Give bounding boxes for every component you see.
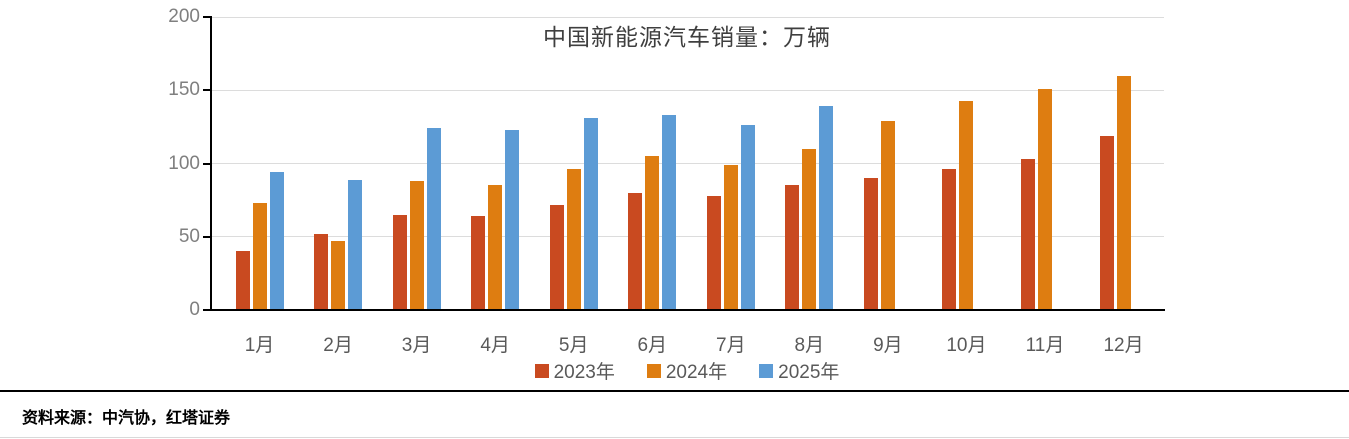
x-axis-label-2月: 2月 (323, 335, 353, 356)
x-axis-label-3月: 3月 (401, 335, 432, 356)
y-axis-label: 200 (168, 6, 200, 27)
chart-title: 中国新能源汽车销量：万辆 (543, 25, 831, 50)
gridline-200 (212, 16, 1164, 18)
bar-2023年-7月 (706, 195, 721, 310)
legend-label: 2024年 (665, 362, 728, 383)
bar-2025年-7月 (740, 125, 755, 310)
bar-2023年-4月 (471, 216, 486, 310)
y-axis-tick-50 (203, 235, 210, 238)
bottom-border (0, 437, 1349, 438)
y-axis-line (210, 16, 212, 311)
y-axis-label: 150 (168, 79, 200, 101)
bar-2024年-11月 (1038, 88, 1052, 310)
bar-2023年-12月 (1099, 135, 1114, 310)
bar-2023年-6月 (628, 192, 643, 310)
y-axis-tick-150 (203, 89, 210, 92)
legend-swatch-2025年 (759, 363, 774, 378)
x-axis-label-8月: 8月 (794, 335, 825, 356)
gridline-150 (212, 89, 1164, 91)
y-axis-tick-200 (203, 16, 210, 18)
bar-2025年-3月 (426, 128, 441, 310)
y-axis-label: 100 (168, 152, 200, 174)
legend-label: 2023年 (553, 362, 615, 383)
bar-2025年-8月 (819, 106, 834, 310)
bar-2025年-4月 (505, 129, 520, 310)
legend-swatch-2024年 (646, 363, 661, 378)
x-axis-label-4月: 4月 (480, 335, 510, 356)
x-axis-line (210, 309, 1165, 311)
bar-2023年-2月 (314, 233, 329, 310)
legend-item-2024年: 2024年 (646, 357, 728, 384)
bar-2025年-2月 (348, 179, 363, 310)
bar-2024年-7月 (723, 164, 738, 310)
bar-2023年-10月 (942, 169, 957, 310)
legend-label: 2025年 (778, 362, 840, 383)
bar-2023年-5月 (549, 204, 564, 310)
bar-2023年-11月 (1021, 159, 1035, 310)
bar-2024年-9月 (880, 121, 895, 310)
legend-item-2023年: 2023年 (534, 357, 615, 384)
source-note: 资料来源：中汽协，红塔证券 (22, 410, 231, 427)
bar-2024年-12月 (1116, 75, 1131, 310)
separator-line (0, 390, 1349, 392)
x-axis-label-9月: 9月 (873, 335, 903, 356)
bar-2025年-1月 (269, 172, 284, 310)
y-axis-tick-0 (203, 309, 210, 311)
x-axis-label-11月: 11月 (1025, 335, 1065, 356)
legend-item-2025年: 2025年 (759, 357, 839, 384)
bar-2023年-1月 (235, 251, 250, 310)
bar-2023年-8月 (785, 185, 800, 310)
gridline-100 (212, 163, 1164, 164)
bar-2024年-1月 (252, 203, 267, 310)
x-axis-label-1月: 1月 (244, 335, 275, 356)
x-axis-label-6月: 6月 (637, 335, 668, 356)
x-axis-label-5月: 5月 (558, 335, 589, 356)
x-axis-label-12月: 12月 (1103, 335, 1144, 356)
bar-2024年-2月 (331, 241, 346, 310)
bar-2024年-5月 (566, 169, 581, 310)
y-axis-label: 0 (189, 299, 200, 320)
bar-2024年-10月 (959, 100, 974, 310)
y-axis-label: 50 (178, 225, 200, 247)
x-axis-label-7月: 7月 (716, 335, 746, 356)
legend-swatch-2023年 (534, 363, 549, 378)
bar-2023年-3月 (392, 214, 407, 310)
bar-2024年-8月 (802, 148, 817, 310)
gridline-50 (212, 236, 1164, 238)
y-axis-tick-100 (203, 162, 210, 165)
bar-2023年-9月 (863, 178, 878, 310)
legend: 2023年 2024年 2025年 (210, 357, 1164, 384)
bar-2025年-6月 (662, 115, 677, 310)
bar-2024年-3月 (409, 181, 424, 310)
bar-2024年-6月 (645, 156, 660, 310)
x-axis-label-10月: 10月 (946, 335, 987, 356)
bar-2025年-5月 (583, 118, 598, 310)
bar-2024年-4月 (488, 185, 503, 310)
